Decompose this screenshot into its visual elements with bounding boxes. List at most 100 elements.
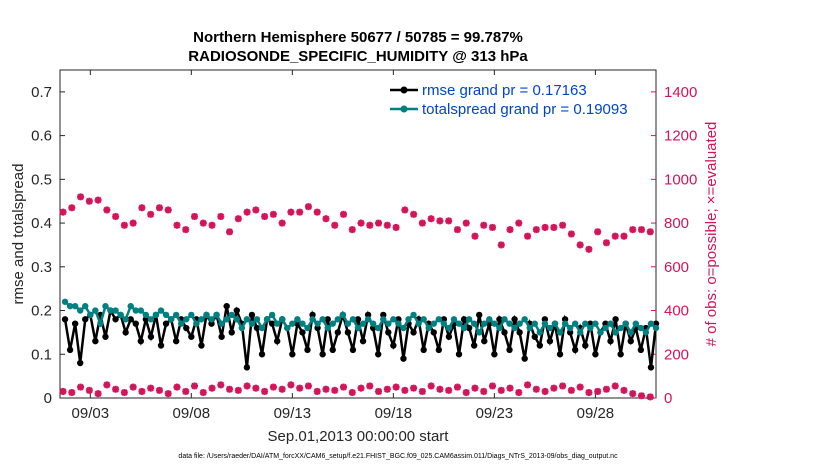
y-left-tick-label: 0 xyxy=(44,390,52,407)
obs-evaluated-marker xyxy=(304,382,312,390)
totalspread-point xyxy=(369,320,377,327)
obs-possible-marker xyxy=(427,215,435,223)
totalspread-point xyxy=(137,307,145,314)
obs-evaluated-marker xyxy=(278,385,286,393)
rmse-point xyxy=(531,333,538,340)
totalspread-point xyxy=(501,316,508,323)
obs-evaluated-marker xyxy=(296,384,304,392)
totalspread-point xyxy=(228,311,235,319)
totalspread-point xyxy=(400,324,407,332)
y-left-tick-label: 0.5 xyxy=(31,171,52,188)
obs-possible-marker xyxy=(226,228,234,236)
obs-evaluated-marker xyxy=(646,393,654,401)
obs-possible-marker xyxy=(357,219,365,227)
rmse-point xyxy=(607,337,614,345)
obs-possible-marker xyxy=(199,219,207,227)
totalspread-point xyxy=(476,329,483,336)
rmse-point xyxy=(465,324,473,332)
rmse-line xyxy=(63,305,658,368)
rmse-point xyxy=(157,342,165,349)
totalspread-point xyxy=(132,307,139,314)
obs-evaluated-marker xyxy=(243,382,251,390)
rmse-point xyxy=(521,355,528,362)
obs-possible-marker xyxy=(567,230,575,238)
obs-evaluated-marker xyxy=(445,386,453,394)
y-right-tick-label: 800 xyxy=(664,215,689,232)
obs-evaluated-marker xyxy=(191,382,199,390)
obs-possible-marker xyxy=(506,226,514,234)
totalspread-point xyxy=(248,320,256,327)
obs-possible-marker xyxy=(410,210,418,218)
totalspread-point xyxy=(198,316,205,323)
obs-evaluated-marker xyxy=(427,382,435,390)
totalspread-point xyxy=(243,316,251,323)
obs-evaluated-marker xyxy=(375,387,383,395)
obs-evaluated-marker xyxy=(59,387,67,395)
rmse-point xyxy=(77,359,84,367)
rmse-point xyxy=(556,351,564,358)
obs-evaluated-marker xyxy=(208,384,216,392)
obs-evaluated-marker xyxy=(173,383,181,391)
obs-evaluated-marker xyxy=(120,389,128,397)
totalspread-point xyxy=(612,329,619,336)
totalspread-point xyxy=(349,316,357,323)
obs-possible-marker xyxy=(155,204,163,212)
x-tick-label: 09/28 xyxy=(577,405,615,422)
obs-possible-marker xyxy=(85,197,93,205)
legend: rmse grand pr = 0.17163 totalspread gran… xyxy=(388,80,646,120)
legend-spread-marker xyxy=(400,105,408,113)
totalspread-point xyxy=(203,311,210,319)
obs-evaluated-marker xyxy=(585,389,593,397)
rmse-point xyxy=(243,364,251,371)
obs-possible-marker xyxy=(208,221,216,229)
totalspread-point xyxy=(107,307,114,314)
obs-evaluated-marker xyxy=(199,389,207,397)
totalspread-point xyxy=(66,302,74,310)
obs-possible-marker xyxy=(120,221,128,229)
totalspread-point xyxy=(647,320,655,327)
totalspread-point xyxy=(541,320,549,327)
obs-evaluated-marker xyxy=(366,382,374,390)
totalspread-point xyxy=(127,302,134,310)
x-tick-label: 09/03 xyxy=(72,405,110,422)
rmse-point xyxy=(364,311,372,319)
obs-possible-marker xyxy=(515,219,523,227)
totalspread-point xyxy=(496,324,503,332)
obs-possible-marker xyxy=(392,223,400,231)
obs-evaluated-marker xyxy=(340,383,348,391)
totalspread-point xyxy=(193,320,200,327)
rmse-point xyxy=(617,351,624,358)
obs-evaluated-marker xyxy=(217,381,225,389)
obs-possible-marker xyxy=(304,203,312,211)
obs-evaluated-marker xyxy=(576,383,584,391)
totalspread-point xyxy=(263,316,271,323)
footer-data-file: data file: /Users/raeder/DAI/ATM_forcXX/… xyxy=(178,453,618,460)
obs-evaluated-marker xyxy=(559,382,567,390)
obs-possible-marker xyxy=(401,206,409,214)
totalspread-point xyxy=(364,316,372,323)
obs-evaluated-marker xyxy=(155,386,163,394)
totalspread-point xyxy=(329,320,336,327)
totalspread-point xyxy=(455,320,463,327)
totalspread-point xyxy=(506,320,513,327)
obs-evaluated-marker xyxy=(462,389,470,397)
rmse-point xyxy=(147,333,155,340)
totalspread-point xyxy=(268,311,276,319)
y-left-tick-label: 0.6 xyxy=(31,128,52,145)
obs-evaluated-marker xyxy=(410,384,418,392)
rmse-point xyxy=(268,320,276,327)
rmse-point xyxy=(253,324,261,332)
totalspread-point xyxy=(637,324,645,332)
totalspread-point xyxy=(279,316,286,323)
obs-possible-marker xyxy=(620,232,628,240)
obs-evaluated-marker xyxy=(226,385,234,393)
rmse-point xyxy=(571,346,579,354)
obs-evaluated-marker xyxy=(541,387,549,395)
rmse-point xyxy=(137,337,145,345)
rmse-point xyxy=(314,324,321,332)
obs-evaluated-marker xyxy=(357,384,365,392)
obs-evaluated-marker xyxy=(138,387,146,395)
totalspread-point xyxy=(627,329,634,336)
obs-possible-marker xyxy=(77,193,85,201)
rmse-point xyxy=(122,329,129,336)
